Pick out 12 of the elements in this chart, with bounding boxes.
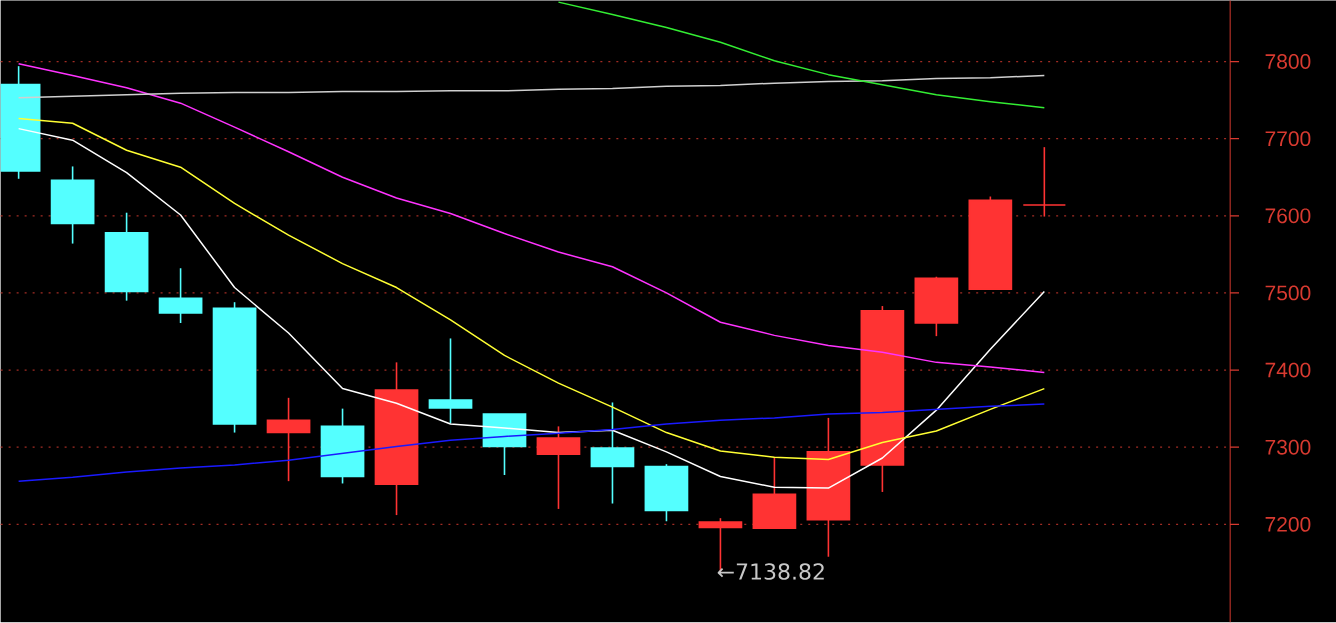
annotation: ←7138.82 [717,563,824,580]
y-tick-label: 7400 [1265,362,1311,378]
y-tick-label: 7500 [1265,285,1311,301]
line-series [17,74,1046,99]
candlestick [1022,146,1067,218]
y-tick-label: 7600 [1265,208,1311,224]
y-tick-label: 7300 [1265,439,1311,455]
candlestick [428,337,473,425]
y-tick-label: 7800 [1265,54,1311,70]
y-tick-label: 7200 [1265,516,1311,532]
y-tick-label: 7700 [1265,131,1311,147]
line-series [17,63,1046,374]
